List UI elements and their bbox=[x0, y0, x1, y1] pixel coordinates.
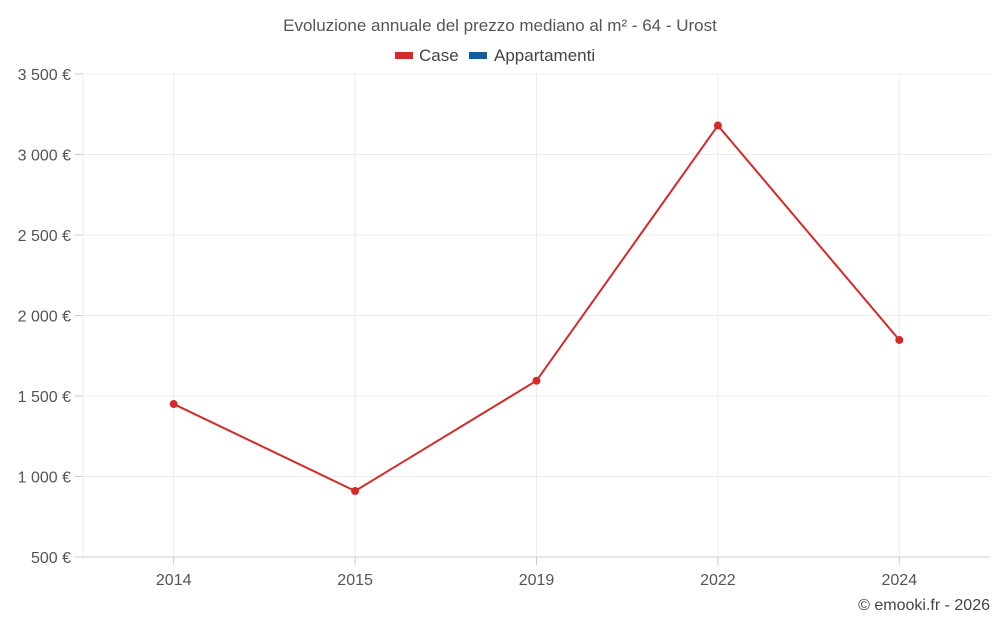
y-tick-label: 1 000 € bbox=[18, 470, 71, 487]
credit-text: © emooki.fr - 2026 bbox=[858, 597, 990, 614]
legend-label-case: Case bbox=[419, 46, 459, 65]
y-tick-label: 3 500 € bbox=[18, 67, 71, 84]
x-gridlines bbox=[82, 74, 900, 565]
x-tick-label: 2014 bbox=[156, 572, 192, 589]
y-tick-label: 3 000 € bbox=[18, 148, 71, 165]
y-tick-label: 500 € bbox=[31, 550, 71, 567]
y-gridlines bbox=[75, 73, 990, 558]
data-point-2019[interactable] bbox=[532, 376, 541, 385]
x-tick-label: 2019 bbox=[519, 572, 555, 589]
x-tick-label: 2024 bbox=[882, 572, 918, 589]
legend-item-case[interactable]: Case bbox=[395, 46, 459, 65]
x-tick-label: 2022 bbox=[700, 572, 736, 589]
legend-label-appartamenti: Appartamenti bbox=[494, 46, 595, 65]
chart-title: Evoluzione annuale del prezzo mediano al… bbox=[283, 16, 717, 35]
y-tick-label: 1 500 € bbox=[18, 389, 71, 406]
x-axis-labels: 2014 2015 2019 2022 2024 bbox=[156, 572, 917, 589]
legend-swatch-appartamenti bbox=[469, 52, 487, 59]
y-tick-label: 2 500 € bbox=[18, 228, 71, 245]
series-case bbox=[169, 121, 904, 495]
legend-swatch-case bbox=[395, 52, 413, 59]
data-point-2015[interactable] bbox=[351, 486, 360, 495]
data-point-2024[interactable] bbox=[895, 335, 904, 344]
y-tick-label: 2 000 € bbox=[18, 309, 71, 326]
data-point-2014[interactable] bbox=[169, 400, 178, 409]
data-point-2022[interactable] bbox=[713, 121, 722, 130]
legend-item-appartamenti[interactable]: Appartamenti bbox=[469, 46, 595, 65]
x-tick-label: 2015 bbox=[337, 572, 373, 589]
legend: Case Appartamenti bbox=[395, 46, 595, 65]
y-axis-labels: 500 € 1 000 € 1 500 € 2 000 € 2 500 € 3 000 €… bbox=[18, 67, 71, 567]
